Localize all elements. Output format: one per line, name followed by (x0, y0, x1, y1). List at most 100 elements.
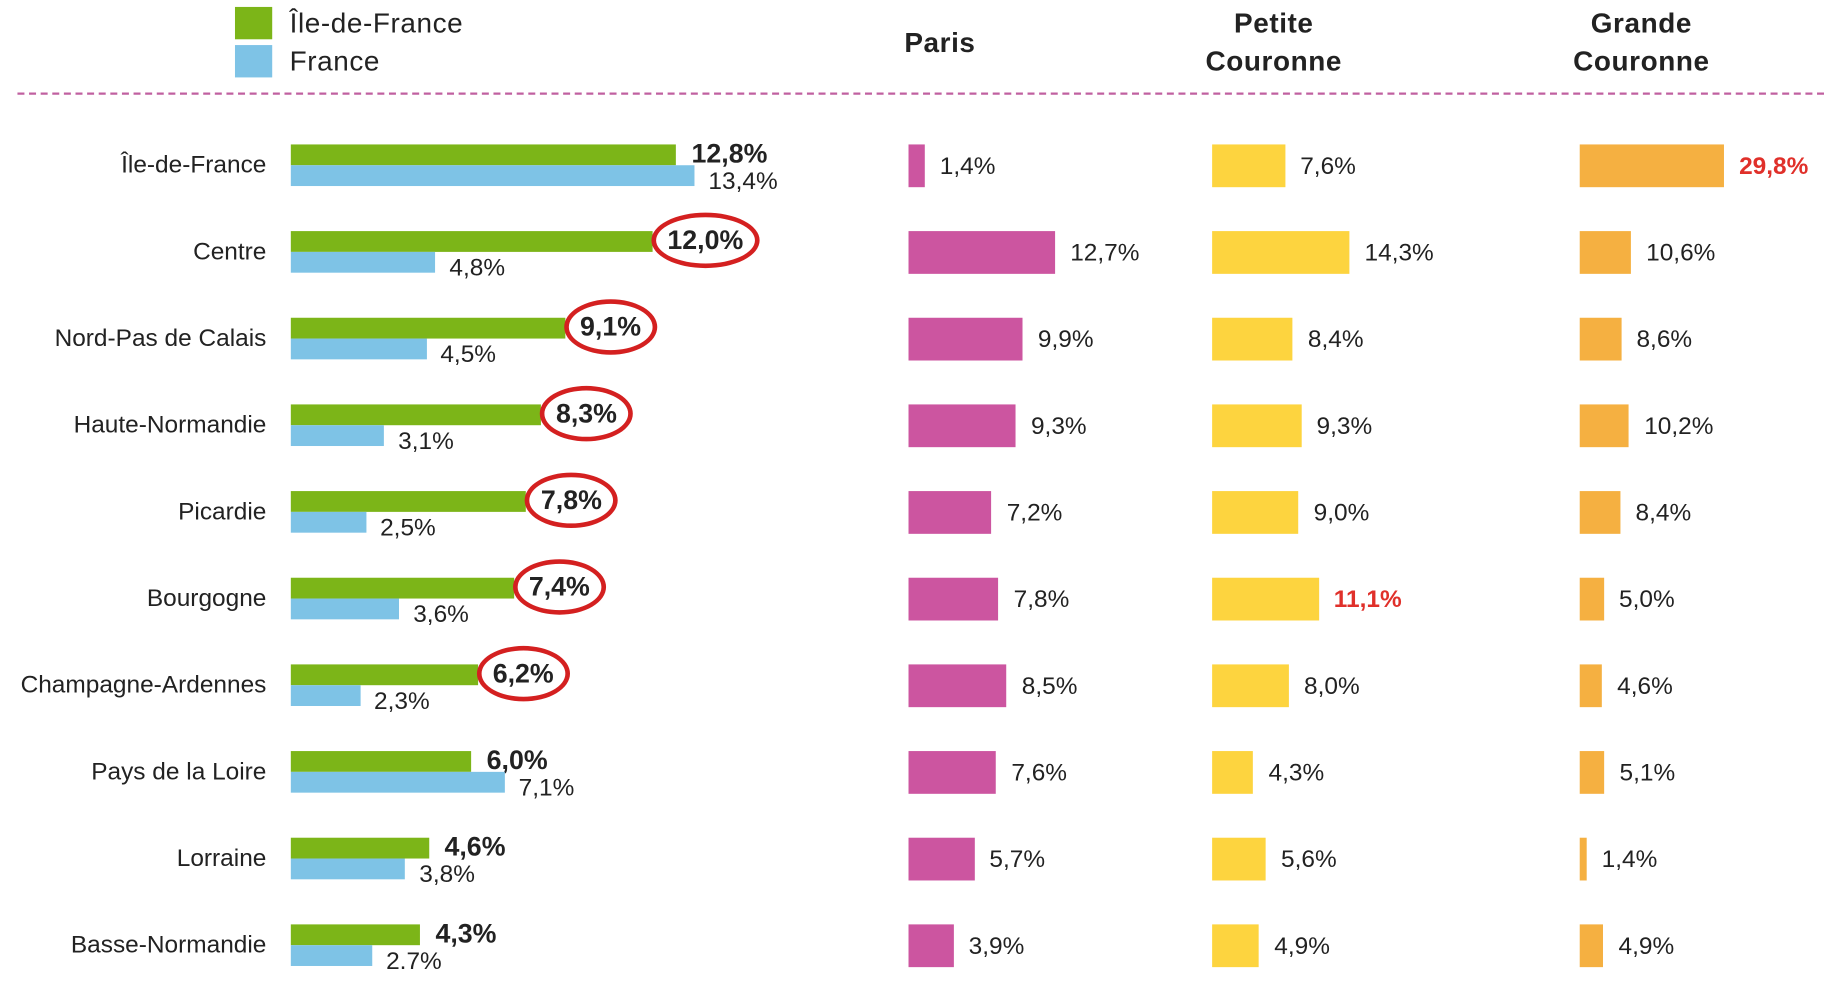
bar (290, 165, 695, 187)
bar (290, 317, 565, 339)
bar (290, 425, 385, 447)
bar (290, 685, 361, 706)
panel-title: Petite Couronne (1205, 8, 1343, 78)
bar (1579, 664, 1602, 708)
panel-title: Grande Couronne (1573, 8, 1710, 78)
value-label: 9,0% (1313, 499, 1370, 527)
bar (1212, 751, 1254, 794)
value-label: 5,6% (1280, 846, 1337, 873)
category-label: Nord-Pas de Calais (54, 325, 267, 352)
highlight-ring (512, 559, 606, 615)
bar (1212, 231, 1350, 274)
value-label: 7,2% (1006, 499, 1063, 527)
value-label: 11,1% (1333, 586, 1402, 613)
bar (290, 598, 400, 620)
value-label: 7,1% (518, 774, 575, 802)
value-label: 4,8% (449, 254, 506, 282)
bar (1579, 491, 1621, 534)
bar (290, 251, 436, 273)
bar (908, 317, 1023, 361)
bar (290, 491, 526, 512)
value-label: 3,6% (413, 601, 469, 629)
value-label: 9,9% (1037, 326, 1094, 353)
value-label: 2,5% (380, 514, 436, 542)
value-label: 2.7% (386, 948, 442, 975)
bar (1212, 837, 1266, 881)
bar (1579, 231, 1632, 274)
value-label: 4,6% (444, 831, 506, 862)
bar (290, 144, 677, 166)
value-label: 6,0% (486, 744, 548, 775)
bar (1579, 751, 1605, 794)
value-label: 5,7% (989, 846, 1046, 873)
category-label: Bourgogne (146, 585, 267, 612)
value-label: 8,4% (1635, 499, 1692, 527)
highlight-ring (539, 385, 633, 442)
bar (290, 231, 653, 252)
value-label: 7,8% (1013, 586, 1070, 613)
value-label: 12,8% (691, 138, 768, 169)
value-label: 7,6% (1011, 759, 1068, 787)
value-label: 8,6% (1636, 326, 1693, 353)
bar (908, 664, 1007, 708)
value-label: 3,1% (398, 428, 454, 455)
bar (290, 771, 505, 793)
bar (1579, 404, 1630, 448)
bar (290, 751, 472, 772)
category-label: Champagne-Ardennes (20, 671, 267, 699)
value-label: 9,3% (1316, 413, 1373, 440)
value-label: 8,4% (1307, 326, 1364, 353)
category-label: Haute-Normandie (73, 411, 267, 439)
value-label: 4,3% (435, 918, 497, 949)
highlight-ring (476, 645, 570, 702)
bar (1212, 404, 1302, 448)
bar (908, 577, 999, 621)
bar (1212, 924, 1260, 968)
bar (908, 231, 1056, 274)
value-label: 12,7% (1070, 239, 1140, 267)
bar (908, 144, 925, 188)
value-label: 8,0% (1304, 673, 1360, 700)
bar (290, 404, 541, 426)
bar (908, 491, 992, 534)
bar (908, 924, 954, 968)
value-label: 4,5% (440, 341, 497, 369)
value-label: 4,3% (1268, 759, 1325, 787)
category-label: Île-de-France (121, 151, 267, 179)
category-label: Basse-Normandie (70, 931, 267, 959)
value-label: 14,3% (1364, 239, 1434, 267)
value-label: 4,6% (1617, 673, 1673, 700)
bar (1212, 664, 1289, 708)
bar (1579, 144, 1724, 188)
value-label: 10,6% (1646, 239, 1716, 267)
value-label: 3,8% (419, 861, 475, 888)
highlight-ring (651, 212, 760, 269)
value-label: 9,3% (1030, 413, 1087, 440)
bar (290, 577, 514, 599)
bar (1579, 317, 1622, 361)
value-label: 8,5% (1021, 673, 1078, 700)
bar (1579, 837, 1587, 881)
bar (1579, 577, 1604, 621)
value-label: 4,9% (1618, 933, 1675, 960)
category-label: Pays de la Loire (91, 758, 267, 786)
value-label: 29,8% (1739, 153, 1809, 180)
legend-label: Île-de-France (289, 8, 464, 40)
bar (908, 751, 997, 794)
value-label: 1,4% (939, 153, 996, 180)
value-label: 5,0% (1619, 586, 1675, 613)
value-label: 2,3% (374, 688, 430, 715)
highlight-ring (563, 299, 657, 355)
legend-swatch (234, 6, 273, 40)
value-label: 4,9% (1274, 933, 1330, 960)
value-label: 5,1% (1619, 759, 1676, 787)
bar (290, 664, 478, 686)
bar (1212, 144, 1286, 188)
category-label: Lorraine (176, 845, 267, 872)
bar (1212, 577, 1319, 621)
value-label: 10,2% (1644, 413, 1714, 440)
value-label: 3,9% (968, 933, 1025, 960)
value-label: 13,4% (708, 168, 778, 195)
bar (908, 837, 975, 881)
